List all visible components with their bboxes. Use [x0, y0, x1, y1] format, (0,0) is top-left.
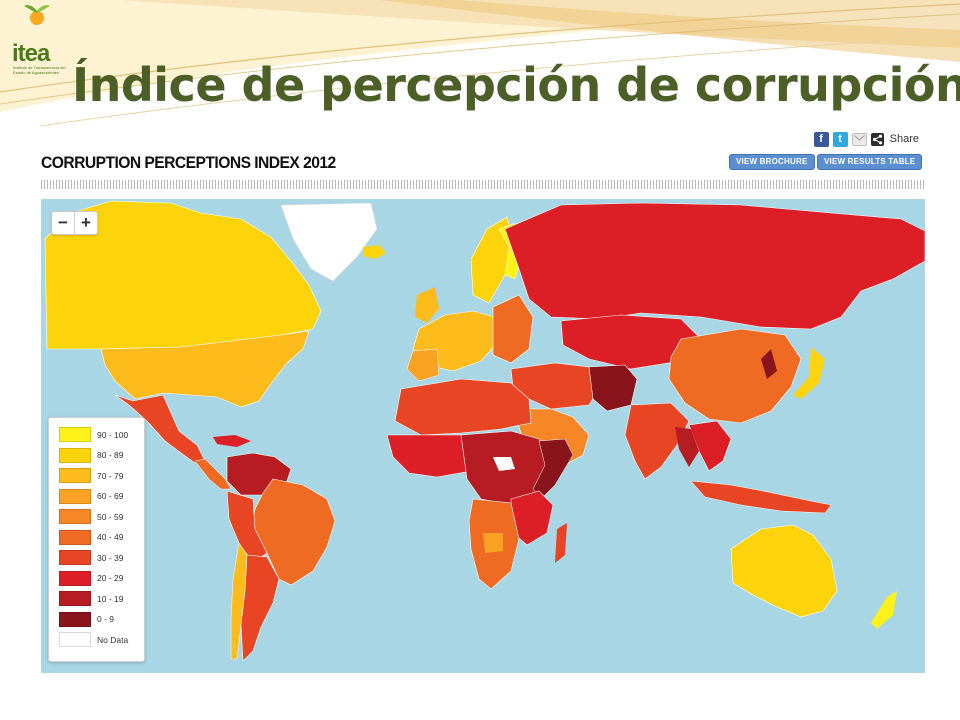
cpi-page-screenshot: f t Share CORRUPTION PERCEPTIONS INDEX 2…	[41, 127, 925, 673]
region-korea	[761, 349, 777, 379]
legend-swatch	[59, 591, 91, 606]
region-russia	[504, 202, 925, 330]
legend-swatch	[59, 509, 91, 524]
region-madagascar	[555, 523, 567, 563]
zoom-control: − +	[51, 211, 98, 235]
legend-item: 60 - 69	[59, 488, 123, 505]
legend-item: 90 - 100	[59, 426, 128, 443]
legend-label: 30 - 39	[97, 552, 124, 563]
itea-logo: itea Instituto de Transparencia del Esta…	[6, 2, 68, 82]
legend-swatch	[59, 529, 91, 545]
logo-subtext: Instituto de Transparencia del Estado de…	[13, 65, 66, 75]
legend-item: 20 - 29	[59, 570, 123, 587]
legend-item: No Data	[59, 631, 128, 648]
map-legend: 90 - 100 80 - 89 70 - 79 60 - 69 50 - 59 40 -…	[48, 417, 145, 662]
region-afghanistan-pakistan	[588, 364, 638, 412]
facebook-icon[interactable]: f	[813, 131, 829, 147]
legend-item: 50 - 59	[59, 508, 123, 525]
legend-swatch	[59, 632, 91, 647]
region-south-sudan	[493, 457, 515, 471]
share-icon[interactable]	[870, 132, 884, 146]
region-botswana	[483, 533, 503, 553]
legend-label: 60 - 69	[97, 491, 124, 501]
region-horn-of-africa	[532, 438, 574, 500]
view-results-table-button[interactable]: VIEW RESULTS TABLE	[817, 154, 923, 170]
region-china	[668, 328, 802, 424]
legend-label: 80 - 89	[97, 450, 124, 460]
region-australia	[730, 524, 838, 618]
world-map[interactable]: − + 90 - 100 80 - 89 70 - 79 60 - 69 50 - 59…	[41, 199, 925, 673]
legend-item: 0 - 9	[59, 611, 114, 628]
region-caribbean	[213, 435, 251, 447]
zoom-in-button[interactable]: +	[74, 212, 97, 234]
legend-label: 20 - 29	[97, 573, 124, 583]
world-map-svg	[44, 200, 925, 662]
slide-title: Índice de percepción de corrupción	[72, 58, 960, 112]
region-central-america	[194, 458, 232, 490]
mail-icon[interactable]	[851, 132, 867, 146]
logo-wordmark: itea	[12, 40, 50, 67]
legend-swatch	[59, 488, 91, 504]
view-brochure-button[interactable]: VIEW BROCHURE	[729, 154, 815, 170]
share-bar: f t Share	[813, 130, 919, 148]
legend-label: 70 - 79	[97, 470, 124, 481]
region-iceland	[363, 245, 386, 259]
legend-label: No Data	[97, 634, 129, 645]
region-india	[624, 402, 690, 480]
region-eastern-europe	[492, 294, 534, 364]
region-usa	[100, 330, 310, 408]
legend-swatch	[59, 550, 91, 565]
cpi-heading: CORRUPTION PERCEPTIONS INDEX 2012	[41, 153, 336, 172]
region-north-africa	[394, 378, 532, 436]
region-argentina	[240, 554, 280, 662]
legend-label: 0 - 9	[97, 614, 115, 624]
region-new-zealand	[871, 591, 897, 629]
legend-swatch	[59, 447, 91, 463]
share-label[interactable]: Share	[889, 133, 919, 145]
legend-item: 80 - 89	[59, 447, 123, 464]
legend-swatch	[59, 427, 91, 442]
header-swoosh	[0, 0, 960, 127]
region-uk-ireland	[415, 287, 439, 323]
region-greenland	[280, 202, 378, 282]
legend-label: 50 - 59	[97, 511, 124, 522]
legend-item: 40 - 49	[59, 529, 123, 546]
legend-swatch	[59, 570, 91, 586]
region-iberia	[406, 348, 440, 382]
hatched-divider	[41, 180, 925, 189]
legend-item: 30 - 39	[59, 549, 123, 566]
legend-label: 10 - 19	[97, 593, 124, 604]
legend-label: 90 - 100	[97, 429, 129, 440]
region-japan	[793, 347, 825, 399]
legend-label: 40 - 49	[97, 532, 124, 542]
legend-swatch	[59, 468, 91, 483]
legend-swatch	[59, 611, 91, 627]
region-brazil	[250, 478, 336, 586]
legend-item: 70 - 79	[59, 467, 123, 484]
zoom-out-button[interactable]: −	[58, 213, 68, 232]
region-myanmar	[675, 427, 699, 467]
region-indonesia	[690, 480, 832, 514]
twitter-icon[interactable]: t	[832, 131, 848, 147]
legend-item: 10 - 19	[59, 590, 123, 607]
